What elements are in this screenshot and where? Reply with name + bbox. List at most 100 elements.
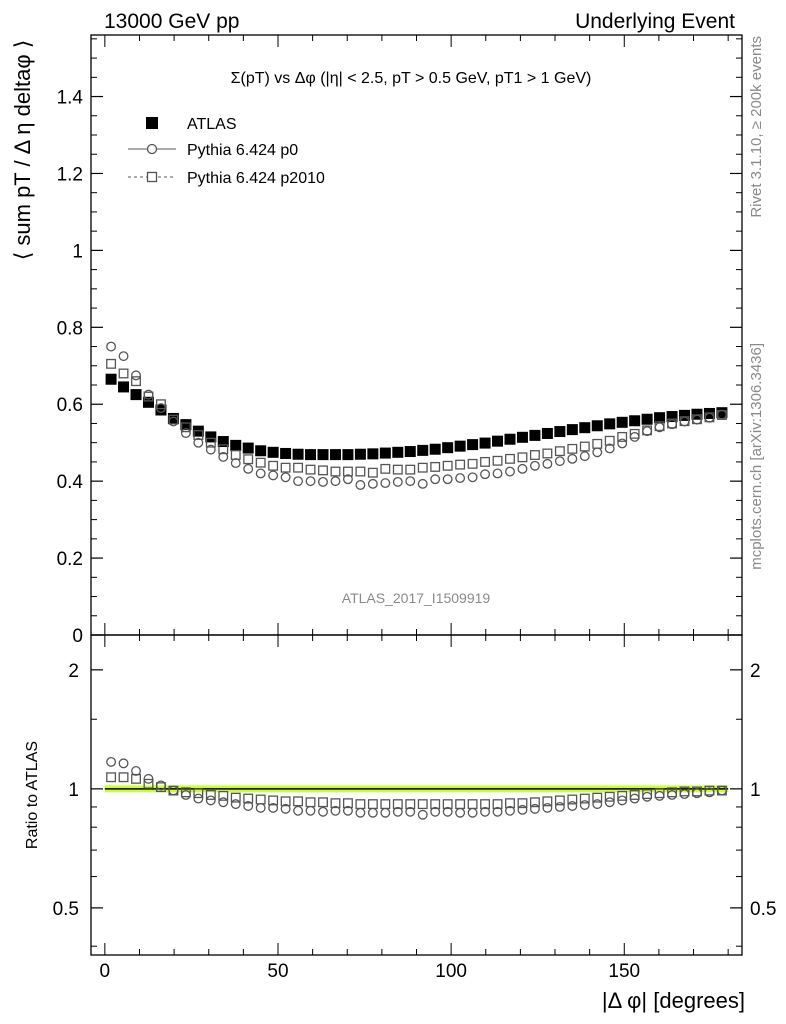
main-point-series-1	[480, 469, 491, 480]
ratio-point-series-1	[305, 797, 316, 808]
main-point-series-2	[355, 466, 366, 477]
main-point-series-0	[579, 422, 591, 434]
main-point-series-2	[143, 391, 154, 402]
main-point-series-1	[330, 476, 341, 487]
main-point-series-2	[255, 457, 266, 468]
ratio-point-series-0	[629, 793, 640, 804]
main-point-series-2	[604, 435, 615, 446]
main-point-series-2	[293, 462, 304, 473]
ratio-point-series-0	[355, 807, 366, 818]
reference-band	[104, 785, 729, 793]
main-point-series-0	[641, 413, 653, 425]
main-point-series-2	[268, 460, 279, 471]
main-point-series-0	[255, 445, 267, 457]
ratio-y-tick-label-left: 0.5	[53, 899, 79, 920]
ratio-point-series-0	[430, 806, 441, 817]
ratio-point-series-1	[205, 790, 216, 800]
main-panel: Σ(pT) vs Δφ (|η| < 2.5, pT > 0.5 GeV, pT…	[10, 34, 743, 647]
main-point-series-2	[579, 441, 590, 452]
ratio-point-series-0	[554, 802, 565, 812]
header-left: 13000 GeV pp	[104, 10, 239, 33]
header-right: Underlying Event	[575, 10, 735, 33]
ratio-point-series-0	[342, 805, 353, 816]
ratio-point-series-1	[529, 797, 540, 808]
main-point-series-2	[542, 448, 553, 459]
legend-marker-filled-square	[146, 117, 158, 129]
ratio-point-series-0	[305, 805, 316, 816]
main-point-series-1	[106, 341, 117, 352]
main-point-series-0	[479, 437, 491, 449]
ratio-point-series-1	[604, 791, 615, 802]
ratio-point-series-0	[205, 795, 216, 806]
main-point-series-1	[355, 480, 366, 490]
main-point-series-1	[293, 476, 304, 487]
main-point-series-2	[318, 465, 328, 476]
main-point-series-1	[405, 476, 416, 487]
ratio-x-ticks: 0 50 100 150	[100, 635, 729, 982]
legend-label-pythia-p2010: Pythia 6.424 p2010	[187, 170, 325, 187]
ratio-point-series-0	[567, 801, 578, 811]
ratio-point-series-0	[255, 802, 266, 813]
main-data-layer	[105, 341, 728, 490]
main-y-tick-label: 0	[72, 626, 83, 647]
ratio-point-series-0	[604, 797, 615, 808]
ratio-point-series-0	[467, 807, 478, 818]
ratio-point-series-1	[455, 799, 466, 810]
main-point-series-1	[255, 468, 266, 479]
main-point-series-2	[193, 430, 204, 440]
main-point-series-0	[529, 429, 541, 441]
ratio-point-series-1	[654, 788, 665, 799]
ratio-point-series-1	[679, 786, 690, 797]
legend-label-pythia-p0: Pythia 6.424 p0	[187, 142, 298, 159]
main-point-series-1	[268, 470, 279, 481]
x-axis-label: |Δ φ| [degrees]	[602, 988, 745, 1013]
ratio-point-series-0	[243, 801, 254, 811]
main-y-tick-label: 1.2	[57, 164, 83, 185]
ratio-point-series-1	[517, 798, 528, 809]
main-y-tick-label: 0.8	[57, 318, 83, 339]
main-point-series-0	[267, 446, 279, 458]
main-point-series-2	[716, 410, 727, 420]
legend-marker-open-circle	[146, 143, 158, 155]
main-point-series-0	[516, 431, 528, 443]
main-point-series-2	[505, 453, 515, 464]
ratio-point-series-0	[280, 803, 291, 814]
main-point-series-2	[467, 458, 478, 469]
ratio-point-series-1	[106, 772, 117, 783]
mcplots-reference-label: mcplots.cern.ch [arXiv:1306.3436]	[748, 343, 765, 570]
ratio-point-series-1	[193, 788, 204, 799]
main-point-series-0	[454, 440, 466, 452]
main-point-series-0	[105, 373, 117, 385]
ratio-point-series-0	[642, 791, 653, 802]
main-point-series-1	[592, 447, 603, 458]
ratio-point-series-1	[392, 799, 403, 810]
ratio-point-series-1	[492, 799, 503, 810]
main-point-series-0	[142, 396, 154, 408]
main-point-series-0	[155, 404, 167, 416]
main-point-series-1	[442, 474, 453, 485]
main-point-series-2	[629, 428, 640, 439]
main-point-series-2	[243, 454, 254, 465]
main-point-series-2	[280, 462, 291, 473]
ratio-y-tick-label-right: 1	[750, 780, 761, 801]
legend-entry-pythia-p0: Pythia 6.424 p0	[128, 142, 298, 159]
ratio-point-series-1	[342, 798, 353, 809]
main-point-series-1	[180, 428, 191, 439]
main-point-series-2	[442, 460, 453, 471]
main-chart-title: Σ(pT) vs Δφ (|η| < 2.5, pT > 0.5 GeV, pT…	[231, 70, 592, 87]
ratio-point-series-0	[268, 802, 279, 813]
ratio-point-series-1	[716, 785, 727, 796]
main-point-series-2	[230, 450, 241, 460]
ratio-point-series-1	[293, 796, 304, 807]
main-point-series-2	[342, 466, 353, 477]
main-point-series-0	[404, 446, 416, 458]
main-point-series-0	[242, 442, 254, 454]
main-point-series-0	[217, 436, 229, 448]
ratio-point-series-0	[367, 807, 378, 818]
main-point-series-0	[467, 439, 479, 451]
main-point-series-1	[529, 460, 540, 471]
main-point-series-2	[330, 466, 341, 477]
ratio-point-series-0	[529, 803, 540, 814]
ratio-point-series-1	[617, 790, 628, 801]
